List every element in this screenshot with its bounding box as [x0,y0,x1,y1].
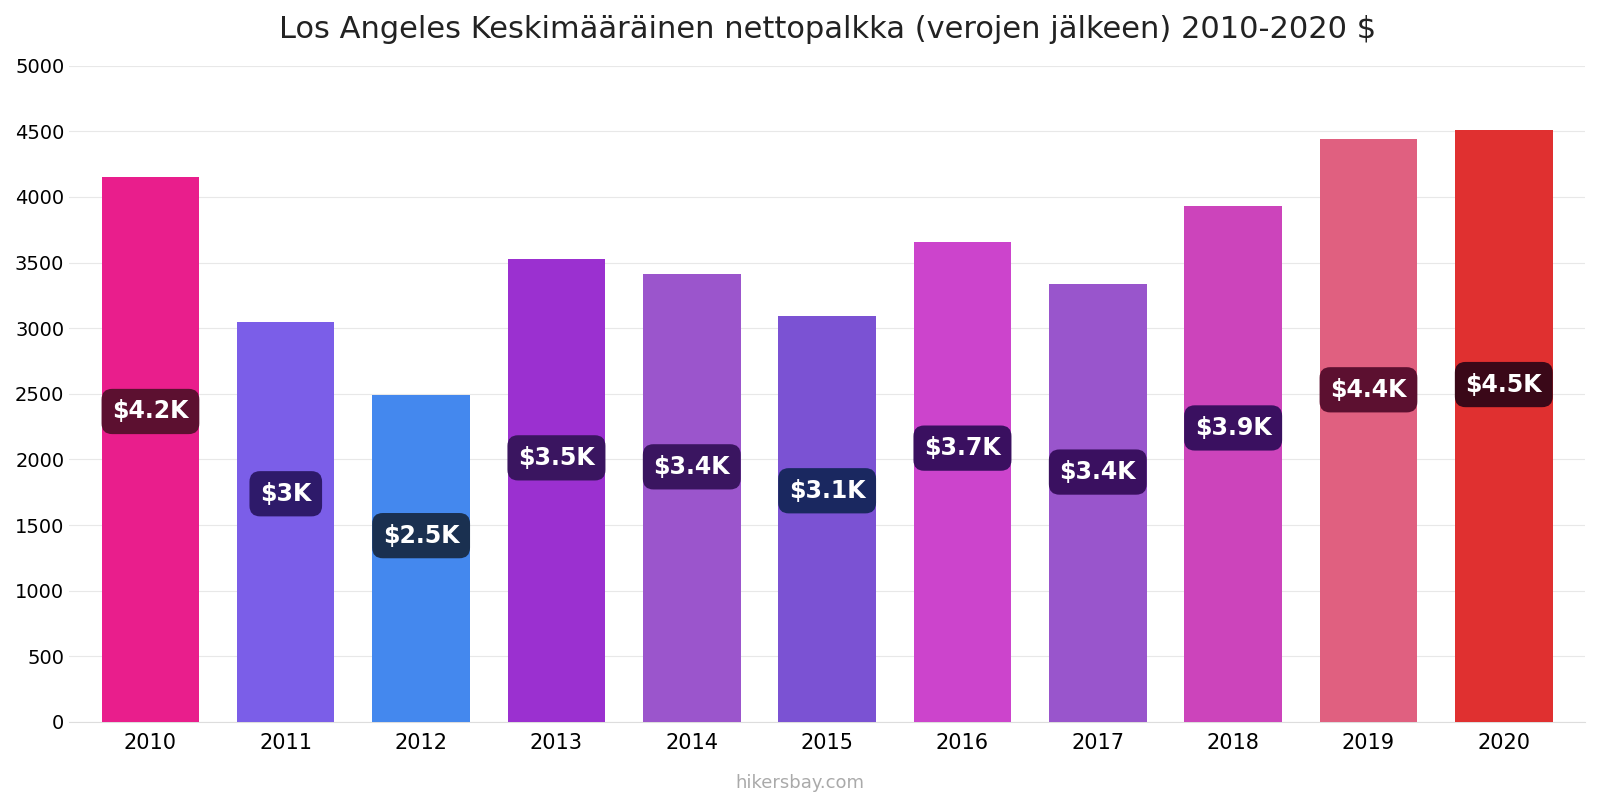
Bar [507,258,605,722]
Text: $3.4K: $3.4K [1059,460,1136,484]
Bar [643,274,741,722]
Text: $3.9K: $3.9K [1195,416,1272,440]
Text: $3.5K: $3.5K [518,446,595,470]
Bar [1184,206,1282,722]
Text: $3.4K: $3.4K [653,455,730,479]
Bar [778,317,875,722]
Bar [102,178,198,722]
Bar [914,242,1011,722]
Text: $2.5K: $2.5K [382,524,459,548]
Title: Los Angeles Keskimääräinen nettopalkka (verojen jälkeen) 2010-2020 $: Los Angeles Keskimääräinen nettopalkka (… [278,15,1376,44]
Bar [237,322,334,722]
Text: $4.5K: $4.5K [1466,373,1542,397]
Text: $3K: $3K [261,482,312,506]
Text: $4.2K: $4.2K [112,399,189,423]
Bar [1050,284,1147,722]
Text: hikersbay.com: hikersbay.com [736,774,864,792]
Text: $4.4K: $4.4K [1330,378,1406,402]
Text: $3.7K: $3.7K [925,436,1002,460]
Bar [1320,139,1418,722]
Bar [1454,130,1552,722]
Text: $3.1K: $3.1K [789,478,866,502]
Bar [373,395,470,722]
